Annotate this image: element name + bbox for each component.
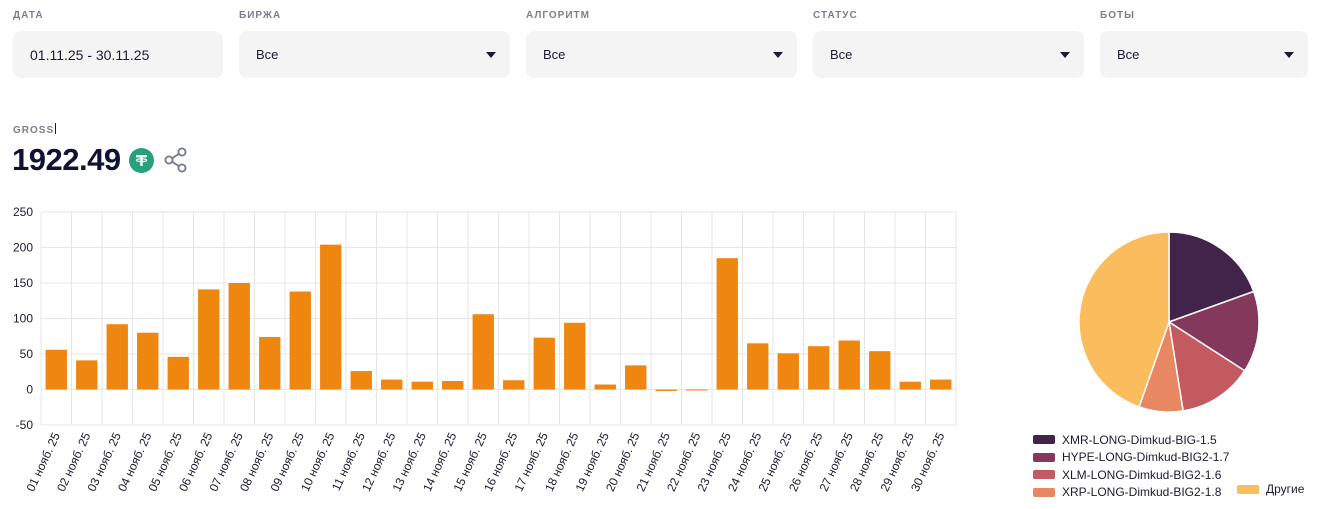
chevron-down-icon [1284,51,1294,58]
legend-item[interactable]: HYPE-LONG-Dimkud-BIG2-1.7 [1033,449,1229,467]
bar [869,351,891,390]
algorithm-select[interactable]: Все [526,31,797,78]
bar [320,244,342,390]
pie-legend: XMR-LONG-Dimkud-BIG-1.5 HYPE-LONG-Dimkud… [1033,431,1229,501]
legend-item[interactable]: XLM-LONG-Dimkud-BIG2-1.6 [1033,466,1229,484]
bar [167,356,189,390]
bar [198,289,220,390]
date-range-value: 01.11.25 - 30.11.25 [30,46,150,63]
y-tick-label: 50 [20,347,34,361]
bar [686,389,708,391]
y-tick-label: -50 [16,418,34,432]
bar [259,336,281,390]
chevron-down-icon [486,51,496,58]
y-tick-label: 150 [13,276,33,290]
filter-label: СТАТУС [813,10,858,21]
bar [533,337,555,390]
y-tick-label: 200 [13,241,33,255]
exchange-select[interactable]: Все [239,31,510,78]
bar [808,346,830,390]
gross-label-text: GROSS [13,125,55,136]
pie-slice [1168,231,1255,324]
share-icon[interactable] [163,147,189,173]
bar [289,291,311,390]
bar [228,283,250,390]
filter-bots: БОТЫ Все [1100,10,1308,78]
gross-value: 1922.49 [12,142,121,177]
legend-swatch [1237,484,1259,494]
legend-swatch [1033,435,1055,445]
legend-swatch [1033,470,1055,480]
legend-item[interactable]: XRP-LONG-Dimkud-BIG2-1.8 [1033,484,1229,502]
bar [106,324,128,390]
bar [442,380,464,390]
select-value: Все [830,47,853,62]
bar [76,360,98,390]
bar [655,389,677,391]
bar [45,349,67,390]
tether-icon [128,147,154,173]
legend-label: HYPE-LONG-Dimkud-BIG2-1.7 [1062,450,1230,465]
legend-swatch [1033,487,1055,497]
filter-status: СТАТУС Все [813,10,1084,78]
legend-item[interactable]: XMR-LONG-Dimkud-BIG-1.5 [1033,431,1229,449]
select-value: Все [1117,47,1140,62]
bar [899,381,921,390]
bar [625,365,647,390]
bar [747,343,769,390]
text-cursor [55,123,57,134]
status-select[interactable]: Все [813,31,1084,78]
chart-grid [40,211,957,426]
bar [930,379,952,390]
bar [411,381,433,390]
y-tick-label: 0 [26,383,33,397]
chevron-down-icon [1060,51,1070,58]
legend-label: XRP-LONG-Dimkud-BIG2-1.8 [1062,485,1222,500]
y-tick-label: 250 [13,205,33,219]
y-tick-label: 100 [13,312,33,326]
legend-label: XMR-LONG-Dimkud-BIG-1.5 [1062,432,1217,447]
bar [564,322,586,390]
legend-swatch [1033,452,1055,462]
gross-summary: 1922.49 [12,142,189,178]
filter-label: БОТЫ [1100,10,1135,21]
pie-slice [1167,290,1260,372]
gross-section-label: GROSS [13,123,57,136]
bar [381,379,403,390]
legend-item[interactable]: Другие [1237,482,1304,496]
bot-share-pie-chart [1078,231,1260,413]
filter-algorithm: АЛГОРИТМ Все [526,10,797,78]
pie-slice [1167,320,1246,412]
filter-label: БИРЖА [239,10,282,21]
chevron-down-icon [773,51,783,58]
bar [777,353,799,390]
filter-label: ДАТА [13,10,44,21]
bar [716,258,738,390]
bar [472,314,494,390]
legend-label: Другие [1266,482,1305,496]
select-value: Все [543,47,566,62]
bar [594,384,616,390]
bar [838,340,860,390]
bots-select[interactable]: Все [1100,31,1308,78]
date-range-input[interactable]: 01.11.25 - 30.11.25 [13,31,223,78]
bar [503,380,525,390]
filter-exchange: БИРЖА Все [239,10,510,78]
bar [137,332,159,390]
filter-date: ДАТА 01.11.25 - 30.11.25 [13,10,223,78]
filter-label: АЛГОРИТМ [526,10,590,21]
pie-slice [1078,231,1170,408]
legend-label: XLM-LONG-Dimkud-BIG2-1.6 [1062,467,1222,482]
select-value: Все [256,47,279,62]
bar [350,371,372,390]
